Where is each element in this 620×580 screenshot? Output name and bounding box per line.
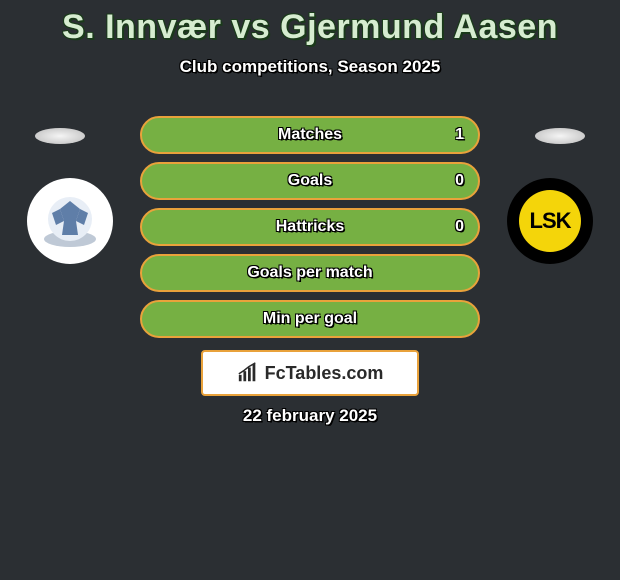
stat-row-matches: Matches 1 — [140, 116, 480, 154]
stat-right-value: 1 — [455, 118, 464, 152]
brand-box: FcTables.com — [201, 350, 419, 396]
stat-label: Goals per match — [247, 264, 372, 282]
stat-label: Hattricks — [276, 218, 344, 236]
stat-right-value: 0 — [455, 164, 464, 198]
stats-list: Matches 1 Goals 0 Hattricks 0 Goals per … — [0, 116, 620, 338]
stat-row-hattricks: Hattricks 0 — [140, 208, 480, 246]
stat-row-min-per-goal: Min per goal — [140, 300, 480, 338]
stat-row-goals-per-match: Goals per match — [140, 254, 480, 292]
stat-label: Goals — [288, 172, 332, 190]
stat-label: Min per goal — [263, 310, 357, 328]
stat-row-goals: Goals 0 — [140, 162, 480, 200]
stat-label: Matches — [278, 126, 342, 144]
page-subtitle: Club competitions, Season 2025 — [0, 57, 620, 77]
page-title: S. Innvær vs Gjermund Aasen — [0, 0, 620, 47]
stat-right-value: 0 — [455, 210, 464, 244]
bar-chart-icon — [237, 362, 259, 384]
brand-text: FcTables.com — [265, 363, 384, 384]
date-text: 22 february 2025 — [0, 406, 620, 426]
comparison-infographic: S. Innvær vs Gjermund Aasen Club competi… — [0, 0, 620, 580]
